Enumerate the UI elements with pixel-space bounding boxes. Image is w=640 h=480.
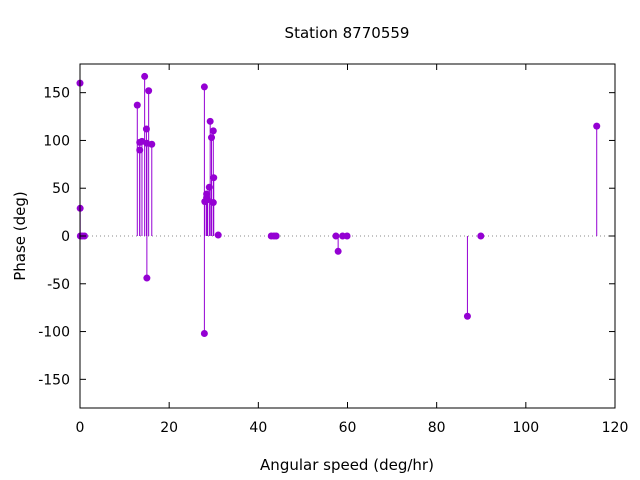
data-point-13 bbox=[145, 87, 153, 95]
data-point-34 bbox=[343, 232, 351, 240]
data-point-36 bbox=[477, 232, 485, 240]
y-tick-label--150: -150 bbox=[38, 372, 70, 388]
data-point-23 bbox=[208, 134, 216, 142]
y-tick-label--100: -100 bbox=[38, 325, 70, 341]
data-point-5 bbox=[133, 101, 141, 109]
data-point-35 bbox=[463, 312, 471, 320]
x-axis-ticks: 0 20 40 60 80 100 120 bbox=[76, 64, 629, 436]
chart-title: Station 8770559 bbox=[285, 24, 410, 42]
x-tick-label-20: 20 bbox=[160, 420, 178, 436]
x-tick-label-0: 0 bbox=[76, 420, 85, 436]
stems-layer bbox=[79, 76, 598, 334]
y-tick-label-50: 50 bbox=[52, 181, 70, 197]
y-tick-label-0: 0 bbox=[61, 229, 70, 245]
data-point-9 bbox=[141, 72, 149, 80]
x-axis-label: Angular speed (deg/hr) bbox=[260, 456, 434, 474]
data-point-31 bbox=[332, 232, 340, 240]
y-tick-label-100: 100 bbox=[43, 133, 70, 149]
x-tick-label-60: 60 bbox=[339, 420, 357, 436]
data-point-15 bbox=[200, 83, 208, 91]
data-point-14 bbox=[148, 140, 156, 148]
data-point-37 bbox=[593, 122, 601, 130]
data-point-21 bbox=[205, 183, 213, 191]
data-point-27 bbox=[214, 231, 222, 239]
data-point-24 bbox=[209, 127, 217, 135]
x-tick-label-100: 100 bbox=[512, 420, 539, 436]
y-tick-label--50: -50 bbox=[47, 277, 70, 293]
data-point-11 bbox=[143, 274, 151, 282]
data-point-32 bbox=[334, 247, 342, 255]
y-axis-ticks: -150 -100 -50 0 50 100 150 bbox=[38, 86, 615, 388]
data-point-30 bbox=[272, 232, 280, 240]
y-axis-label: Phase (deg) bbox=[11, 191, 29, 281]
data-point-25 bbox=[209, 199, 217, 207]
data-point-22 bbox=[206, 117, 214, 125]
y-tick-label-150: 150 bbox=[43, 86, 70, 102]
x-tick-label-40: 40 bbox=[249, 420, 267, 436]
data-point-26 bbox=[210, 174, 218, 182]
x-tick-label-80: 80 bbox=[428, 420, 446, 436]
points-layer bbox=[76, 72, 601, 337]
data-point-16 bbox=[200, 329, 208, 337]
data-point-10 bbox=[142, 125, 150, 133]
data-point-20 bbox=[204, 196, 212, 204]
x-tick-label-120: 120 bbox=[602, 420, 629, 436]
data-point-7 bbox=[136, 146, 144, 154]
